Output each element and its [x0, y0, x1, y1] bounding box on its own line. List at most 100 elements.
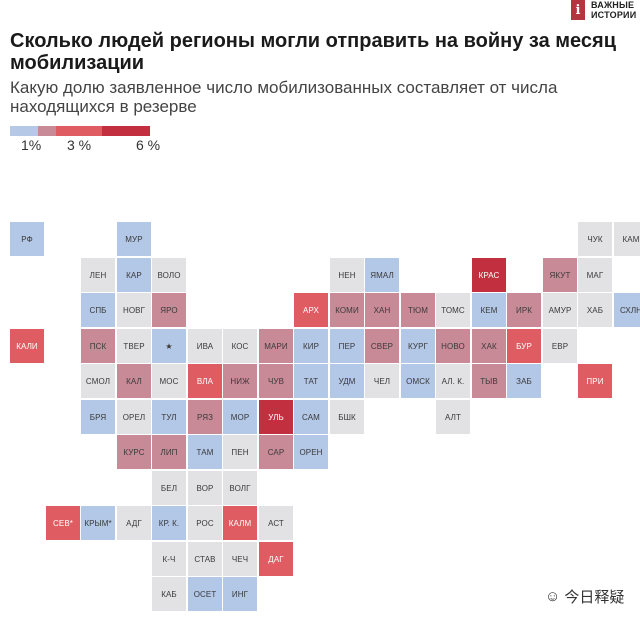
region-tile: ВОЛО — [152, 258, 186, 292]
region-tile: ЧЕЧ — [223, 542, 257, 576]
region-tile: НОВГ — [117, 293, 151, 327]
region-tile: РЯЗ — [188, 400, 222, 434]
region-tile: ВОР — [188, 471, 222, 505]
region-tile: КР. К. — [152, 506, 186, 540]
region-tile: АРХ — [294, 293, 328, 327]
region-tile: АСТ — [259, 506, 293, 540]
region-tile: РФ — [10, 222, 44, 256]
chart-subtitle: Какую долю заявленное число мобилизованн… — [10, 78, 558, 116]
legend-label-3: 3 % — [67, 137, 92, 153]
region-tile: КАЛИ — [10, 329, 44, 363]
brand-name: ВАЖНЫЕ ИСТОРИИ — [591, 0, 637, 20]
region-tile: ХАБ — [578, 293, 612, 327]
region-tile: МОР — [223, 400, 257, 434]
region-tile: КАЛ — [117, 364, 151, 398]
region-tile: ИРК — [507, 293, 541, 327]
region-tile: САР — [259, 435, 293, 469]
region-tile: КРЫМ* — [81, 506, 115, 540]
legend-swatch-1 — [10, 126, 38, 136]
region-tile: РОС — [188, 506, 222, 540]
region-tile: ХАН — [365, 293, 399, 327]
region-tile: ТОМС — [436, 293, 470, 327]
region-tile: ДАГ — [259, 542, 293, 576]
region-tile: БУР — [507, 329, 541, 363]
region-tile: КУРС — [117, 435, 151, 469]
chart-title: Сколько людей регионы могли отправить на… — [10, 30, 616, 74]
region-tile: ПЕН — [223, 435, 257, 469]
region-tile: ИНГ — [223, 577, 257, 611]
legend-label-1: 1% — [21, 137, 42, 153]
region-tile: САМ — [294, 400, 328, 434]
region-tile: ЯМАЛ — [365, 258, 399, 292]
region-tile: ★ — [152, 329, 186, 363]
region-tile: ТУЛ — [152, 400, 186, 434]
watermark: ☺ 今日释疑 — [545, 586, 624, 607]
region-tile: НЕН — [330, 258, 364, 292]
region-tile: ЛЕН — [81, 258, 115, 292]
region-tile: ХАК — [472, 329, 506, 363]
region-tile: НОВО — [436, 329, 470, 363]
region-tile: АМУР — [543, 293, 577, 327]
region-tile: КАР — [117, 258, 151, 292]
region-tile: ПЕР — [330, 329, 364, 363]
region-tile: КОС — [223, 329, 257, 363]
region-tile: СВЕР — [365, 329, 399, 363]
region-tile: ТЫВ — [472, 364, 506, 398]
region-tile: ТАМ — [188, 435, 222, 469]
legend-swatch-2 — [38, 126, 56, 136]
region-tile: ЧУК — [578, 222, 612, 256]
region-tile: ИВА — [188, 329, 222, 363]
region-tile: ПСК — [81, 329, 115, 363]
region-tile: КАБ — [152, 577, 186, 611]
legend-label-6: 6 % — [136, 137, 161, 153]
region-tile: БЕЛ — [152, 471, 186, 505]
region-tile: КАМ — [614, 222, 640, 256]
legend-swatch-3 — [56, 126, 102, 136]
region-tile: СТАВ — [188, 542, 222, 576]
region-tile: МАГ — [578, 258, 612, 292]
region-tile: УЛЬ — [259, 400, 293, 434]
region-tile: СХЛН — [614, 293, 640, 327]
watermark-text: 今日释疑 — [564, 589, 625, 606]
region-tile: КИР — [294, 329, 328, 363]
region-tile: АДГ — [117, 506, 151, 540]
region-tile: ЧУВ — [259, 364, 293, 398]
region-tile: КУРГ — [401, 329, 435, 363]
legend-swatch-4 — [102, 126, 150, 136]
region-tile: СПБ — [81, 293, 115, 327]
watermark-logo-icon: ☺ — [545, 588, 561, 605]
region-tile: ОРЕЛ — [117, 400, 151, 434]
region-tile: ЛИП — [152, 435, 186, 469]
region-tile: ЕВР — [543, 329, 577, 363]
region-tile: АЛТ — [436, 400, 470, 434]
region-tile: ЧЕЛ — [365, 364, 399, 398]
region-tile: МАРИ — [259, 329, 293, 363]
region-tile: ТВЕР — [117, 329, 151, 363]
region-tile: БРЯ — [81, 400, 115, 434]
region-tile: ВОЛГ — [223, 471, 257, 505]
region-tile: КЕМ — [472, 293, 506, 327]
region-tile: БШК — [330, 400, 364, 434]
region-tile: ЯКУТ — [543, 258, 577, 292]
brand-mark-icon: i — [571, 0, 585, 20]
region-tile: КОМИ — [330, 293, 364, 327]
region-tile: АЛ. К. — [436, 364, 470, 398]
region-tile: СЕВ* — [46, 506, 80, 540]
region-tile: ВЛА — [188, 364, 222, 398]
region-tile: ЗАБ — [507, 364, 541, 398]
region-tile: ЯРО — [152, 293, 186, 327]
region-tile: МОС — [152, 364, 186, 398]
region-tile: МУР — [117, 222, 151, 256]
region-tile: КАЛМ — [223, 506, 257, 540]
region-tile: КРАС — [472, 258, 506, 292]
region-tile: УДМ — [330, 364, 364, 398]
region-tile: К-Ч — [152, 542, 186, 576]
region-tile: ОМСК — [401, 364, 435, 398]
region-tile: НИЖ — [223, 364, 257, 398]
region-tile: ПРИ — [578, 364, 612, 398]
region-tile: ОСЕТ — [188, 577, 222, 611]
region-tile: ТАТ — [294, 364, 328, 398]
brand-logo: i ВАЖНЫЕ ИСТОРИИ — [571, 0, 640, 20]
region-tile: ТЮМ — [401, 293, 435, 327]
region-tile: ОРЕН — [294, 435, 328, 469]
